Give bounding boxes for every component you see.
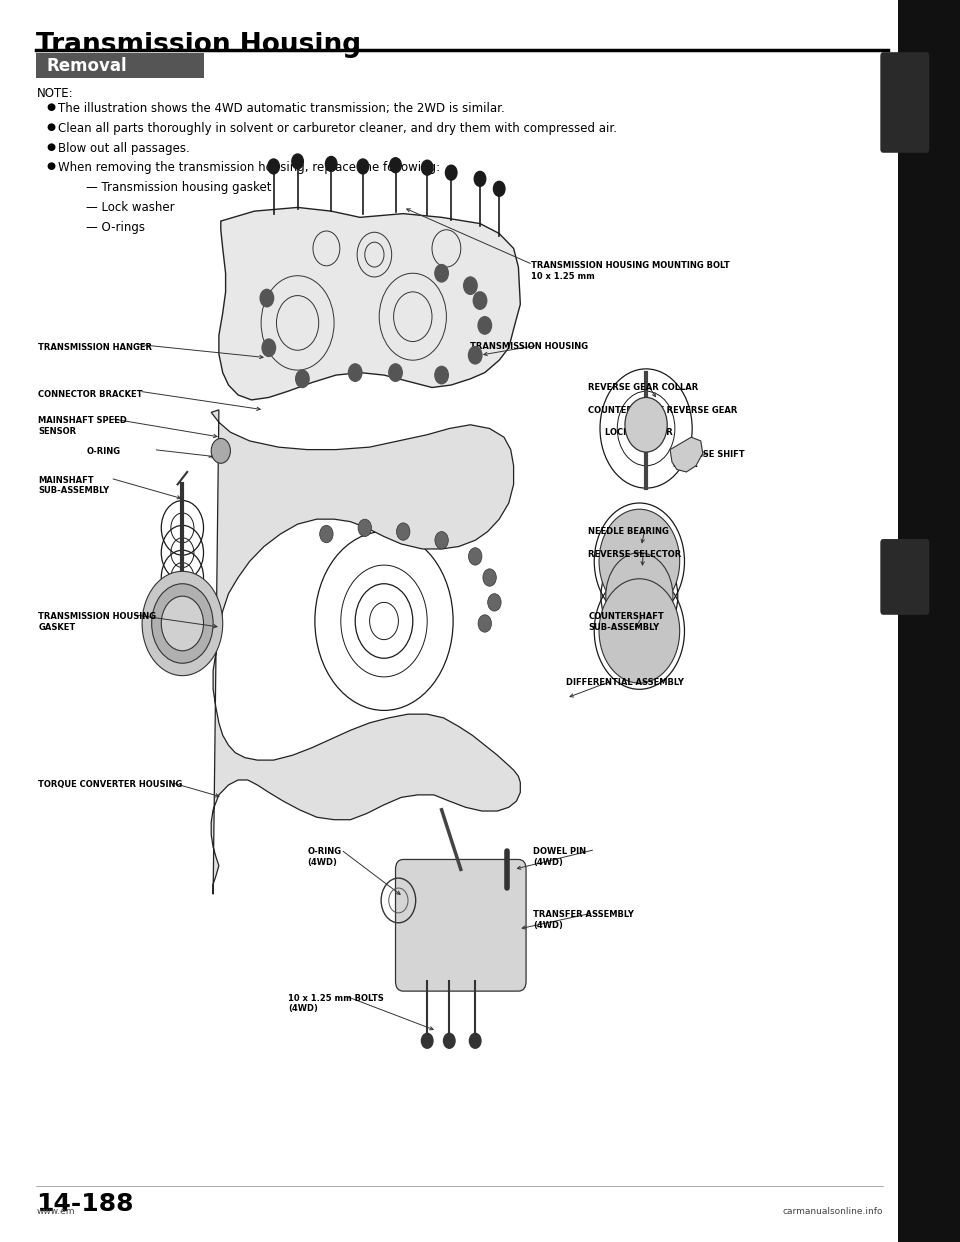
Circle shape: [469, 1033, 481, 1048]
Circle shape: [483, 569, 496, 586]
Circle shape: [357, 159, 369, 174]
Text: DOWEL PIN
(4WD): DOWEL PIN (4WD): [533, 847, 586, 867]
Text: TRANSMISSION HOUSING: TRANSMISSION HOUSING: [470, 342, 588, 350]
Circle shape: [468, 347, 482, 364]
Circle shape: [421, 160, 433, 175]
Polygon shape: [211, 410, 520, 894]
Text: carmanualsonline.info: carmanualsonline.info: [782, 1207, 883, 1216]
Circle shape: [474, 171, 486, 186]
Text: ●: ●: [46, 161, 55, 171]
Circle shape: [464, 277, 477, 294]
Text: TRANSMISSION HOUSING
GASKET: TRANSMISSION HOUSING GASKET: [38, 612, 156, 632]
Circle shape: [358, 519, 372, 537]
Circle shape: [142, 571, 223, 676]
Text: COUNTERSHAFT REVERSE GEAR: COUNTERSHAFT REVERSE GEAR: [588, 406, 738, 415]
Circle shape: [478, 615, 492, 632]
Text: MAINSHAFT
SUB-ASSEMBLY: MAINSHAFT SUB-ASSEMBLY: [38, 476, 109, 496]
Bar: [36, 53, 204, 78]
Text: — O-rings: — O-rings: [86, 221, 145, 233]
Text: ●: ●: [46, 142, 55, 152]
Text: TRANSMISSION HOUSING MOUNTING BOLT
10 x 1.25 mm: TRANSMISSION HOUSING MOUNTING BOLT 10 x …: [531, 261, 730, 281]
Text: www.em: www.em: [36, 1207, 75, 1216]
Text: The illustration shows the 4WD automatic transmission; the 2WD is similar.: The illustration shows the 4WD automatic…: [58, 102, 504, 114]
Circle shape: [478, 317, 492, 334]
Text: COUNTERSHAFT
SUB-ASSEMBLY: COUNTERSHAFT SUB-ASSEMBLY: [588, 612, 664, 632]
Text: Removal: Removal: [46, 57, 127, 75]
Text: DIFFERENTIAL ASSEMBLY: DIFFERENTIAL ASSEMBLY: [566, 678, 684, 687]
Circle shape: [421, 1033, 433, 1048]
Circle shape: [390, 158, 401, 173]
Circle shape: [435, 532, 448, 549]
Text: 14-188: 14-188: [36, 1192, 134, 1216]
Text: 10 x 1.25 mm BOLTS
(4WD): 10 x 1.25 mm BOLTS (4WD): [288, 994, 384, 1013]
Circle shape: [211, 438, 230, 463]
Text: Blow out all passages.: Blow out all passages.: [58, 142, 189, 154]
Text: Transmission Housing: Transmission Housing: [36, 32, 362, 58]
Polygon shape: [219, 207, 520, 400]
Text: CONNECTOR BRACKET: CONNECTOR BRACKET: [38, 390, 143, 399]
Polygon shape: [670, 437, 703, 472]
Text: O-RING: O-RING: [86, 447, 121, 456]
Text: Clean all parts thoroughly in solvent or carburetor cleaner, and dry them with c: Clean all parts thoroughly in solvent or…: [58, 122, 616, 134]
Circle shape: [435, 366, 448, 384]
Circle shape: [260, 289, 274, 307]
Circle shape: [606, 553, 673, 640]
Circle shape: [292, 154, 303, 169]
Text: TRANSMISSION HANGER: TRANSMISSION HANGER: [38, 343, 153, 351]
Circle shape: [493, 181, 505, 196]
Text: ●: ●: [46, 102, 55, 112]
Text: TRANSFER ASSEMBLY
(4WD): TRANSFER ASSEMBLY (4WD): [533, 910, 634, 930]
Circle shape: [262, 339, 276, 356]
Text: — Transmission housing gasket: — Transmission housing gasket: [86, 181, 272, 194]
Text: REVERSE GEAR COLLAR: REVERSE GEAR COLLAR: [588, 383, 699, 391]
Text: REVERSE SHIFT
FORK: REVERSE SHIFT FORK: [672, 450, 745, 469]
Circle shape: [625, 397, 667, 452]
Circle shape: [152, 584, 213, 663]
Text: TORQUE CONVERTER HOUSING: TORQUE CONVERTER HOUSING: [38, 780, 182, 789]
Bar: [898, 0, 960, 1242]
Text: — Lock washer: — Lock washer: [86, 201, 175, 214]
Text: NEEDLE BEARING: NEEDLE BEARING: [588, 527, 669, 535]
Text: When removing the transmission housing, replace the following:: When removing the transmission housing, …: [58, 161, 440, 174]
Circle shape: [325, 156, 337, 171]
Circle shape: [389, 364, 402, 381]
Circle shape: [473, 292, 487, 309]
FancyBboxPatch shape: [880, 52, 929, 153]
Text: LOCK WASHER: LOCK WASHER: [605, 428, 673, 437]
Text: ●: ●: [46, 122, 55, 132]
Text: NOTE:: NOTE:: [36, 87, 73, 99]
Circle shape: [435, 265, 448, 282]
Circle shape: [444, 1033, 455, 1048]
Circle shape: [599, 579, 680, 683]
Circle shape: [348, 364, 362, 381]
Circle shape: [396, 523, 410, 540]
Circle shape: [296, 370, 309, 388]
Circle shape: [488, 594, 501, 611]
Circle shape: [320, 525, 333, 543]
Text: O-RING
(4WD): O-RING (4WD): [307, 847, 342, 867]
Circle shape: [161, 596, 204, 651]
Circle shape: [468, 548, 482, 565]
Circle shape: [445, 165, 457, 180]
Circle shape: [599, 509, 680, 614]
Text: REVERSE SELECTOR: REVERSE SELECTOR: [588, 550, 682, 559]
FancyBboxPatch shape: [880, 539, 929, 615]
Circle shape: [268, 159, 279, 174]
Text: MAINSHAFT SPEED
SENSOR: MAINSHAFT SPEED SENSOR: [38, 416, 128, 436]
FancyBboxPatch shape: [396, 859, 526, 991]
